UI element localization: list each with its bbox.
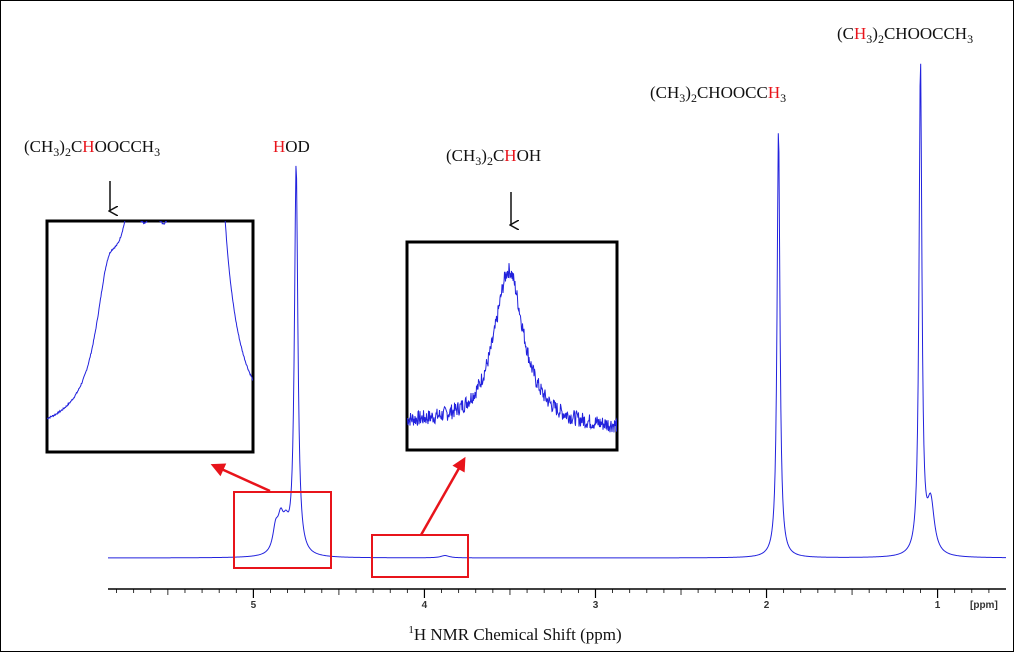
annotation-text: CHOOCC [697,83,768,102]
ester-methine-inset [45,219,255,454]
annotation-ester-methine: (CH3)2CHOOCCH3 [24,137,160,159]
annotation-text: OOCCH [95,137,155,156]
x-axis-label-text: H NMR Chemical Shift (ppm) [414,625,622,644]
annotation-subscript: 2 [878,32,884,46]
inset-spectrum-line [47,221,253,420]
annotation-text: (CH [24,137,53,156]
x-axis-tick-label: 3 [593,600,599,611]
annotation-text: ) [481,146,487,165]
annotation-text: (C [837,24,854,43]
annotation-subscript: 2 [65,145,71,159]
annotation-highlight-atom: H [768,83,780,102]
annotation-subscript: 2 [691,91,697,105]
annotation-subscript: 3 [475,154,481,168]
annotation-subscript: 3 [154,145,160,159]
annotation-subscript: 2 [487,154,493,168]
annotation-highlight-atom: H [504,146,516,165]
annotation-hod: HOD [273,137,310,156]
x-axis-tick-labels: 5 4 3 2 1 [251,600,941,611]
alcohol-methine-inset [405,240,619,452]
annotation-highlight-atom: H [854,24,866,43]
annotation-subscript: 3 [967,32,973,46]
annotation-subscript: 3 [53,145,59,159]
annotation-text: C [493,146,504,165]
zoom-arrow-ester-methine [210,463,271,493]
x-axis-unit: [ppm] [970,600,998,611]
spectrum-line [108,63,1007,559]
annotation-text: ) [685,83,691,102]
highlight-box-ester-methine [233,491,332,569]
annotation-alcohol-methine: (CH3)2CHOH [446,146,541,168]
x-axis-ticks [116,589,990,598]
zoom-arrow-alcohol-methine [419,456,466,536]
inset-spectrum-line [407,263,617,433]
x-axis-label: 1H NMR Chemical Shift (ppm) [408,624,621,644]
highlight-box-alcohol-methine [371,534,469,578]
annotation-highlight-atom: H [273,137,285,156]
annotation-text: ) [872,24,878,43]
annotation-subscript: 3 [679,91,685,105]
x-axis-tick-label: 2 [764,600,770,611]
annotation-text: OD [285,137,310,156]
annotation-subscript: 3 [866,32,872,46]
x-axis-tick-label: 4 [422,600,428,611]
annotation-isopropyl-methyl: (CH3)2CHOOCCH3 [837,24,973,46]
x-axis-label-superscript: 1 [408,624,414,636]
annotation-text: OH [517,146,542,165]
annotation-highlight-atom: H [82,137,94,156]
x-axis-tick-label: 1 [935,600,941,611]
annotation-text: C [71,137,82,156]
annotation-acetyl-methyl: (CH3)2CHOOCCH3 [650,83,786,105]
annotation-text: CHOOCCH [884,24,967,43]
annotation-text: ) [59,137,65,156]
x-axis-tick-label: 5 [251,600,257,611]
annotation-text: (CH [446,146,475,165]
annotation-subscript: 3 [780,91,786,105]
annotation-text: (CH [650,83,679,102]
